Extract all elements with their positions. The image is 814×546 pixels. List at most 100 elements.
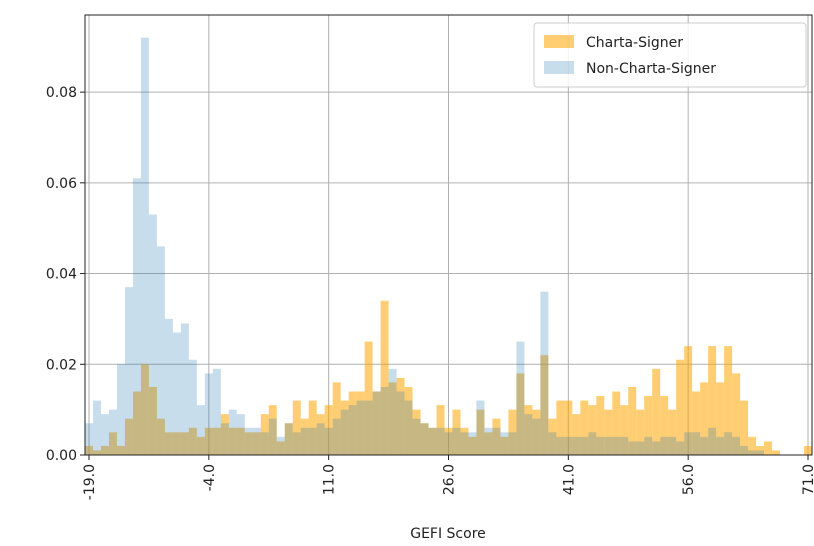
bar <box>524 414 533 455</box>
bar <box>404 400 413 455</box>
bar <box>236 427 245 455</box>
bar <box>740 400 749 455</box>
bar <box>452 409 461 455</box>
bar <box>316 423 325 455</box>
bar <box>484 432 493 455</box>
bar <box>724 346 733 455</box>
legend-box <box>533 22 807 88</box>
bar <box>428 427 437 455</box>
legend: Charta-Signer Non-Charta-Signer <box>533 22 807 88</box>
bar <box>364 400 373 455</box>
bar <box>556 436 565 455</box>
bar <box>372 391 381 455</box>
bar <box>660 396 669 455</box>
bar <box>396 377 405 455</box>
bar <box>644 396 653 455</box>
bar <box>388 382 397 455</box>
bar <box>148 214 157 455</box>
bar <box>660 436 669 455</box>
bar <box>204 427 213 455</box>
bar <box>164 432 173 455</box>
bar <box>332 418 341 455</box>
bar <box>380 386 389 455</box>
plot-frame <box>84 14 813 456</box>
bar <box>676 359 685 455</box>
bar <box>212 368 221 455</box>
bar <box>620 436 629 455</box>
bar <box>532 418 541 455</box>
bar <box>172 332 181 455</box>
bar <box>452 427 461 455</box>
bar <box>324 427 333 455</box>
bar <box>156 246 165 455</box>
bar <box>644 436 653 455</box>
bar <box>116 364 125 455</box>
legend-swatch <box>544 61 574 74</box>
bar <box>508 432 517 455</box>
bar <box>324 405 333 455</box>
bar <box>508 409 517 455</box>
bar <box>444 432 453 455</box>
bar <box>476 400 485 455</box>
bar <box>516 373 525 455</box>
bar <box>260 414 269 455</box>
bar <box>276 441 285 455</box>
bar <box>284 423 293 455</box>
bar <box>340 400 349 455</box>
bar <box>492 427 501 455</box>
bar <box>212 427 221 455</box>
bar <box>804 445 812 455</box>
bar <box>500 432 509 455</box>
bar <box>604 436 613 455</box>
bar <box>92 450 101 455</box>
bar <box>348 405 357 455</box>
bar <box>636 409 645 455</box>
bar <box>572 436 581 455</box>
bar <box>316 414 325 455</box>
bar <box>484 427 493 455</box>
bar <box>124 287 133 455</box>
bar <box>220 423 229 455</box>
bar <box>732 436 741 455</box>
bar <box>692 432 701 455</box>
bar <box>188 427 197 455</box>
bar <box>516 341 525 455</box>
bar <box>292 432 301 455</box>
bar <box>92 400 101 455</box>
bar <box>100 445 109 455</box>
legend-label: Charta-Signer <box>586 35 683 51</box>
bar <box>684 432 693 455</box>
bar <box>460 427 469 455</box>
bar <box>300 427 309 455</box>
bar <box>580 400 589 455</box>
bar <box>476 409 485 455</box>
bar <box>540 355 549 455</box>
bar <box>580 436 589 455</box>
bar <box>764 441 773 455</box>
bar <box>684 346 693 455</box>
y-tick-label: 0.04 <box>46 267 77 283</box>
bar <box>468 436 477 455</box>
bar <box>188 359 197 455</box>
bar <box>244 427 253 455</box>
bar <box>716 436 725 455</box>
bar <box>732 373 741 455</box>
bar <box>148 386 157 455</box>
bar <box>532 409 541 455</box>
bar <box>140 364 149 455</box>
bar <box>140 37 149 455</box>
bar <box>620 405 629 455</box>
bar <box>628 386 637 455</box>
bar <box>572 414 581 455</box>
bar <box>740 445 749 455</box>
legend-label: Non-Charta-Signer <box>586 61 716 77</box>
bar <box>196 405 205 455</box>
bar <box>220 414 229 455</box>
bar <box>268 405 277 455</box>
bar <box>700 382 709 455</box>
x-tick-label: -4.0 <box>202 464 218 491</box>
bar <box>468 432 477 455</box>
bar <box>85 423 93 455</box>
bar <box>748 450 757 455</box>
